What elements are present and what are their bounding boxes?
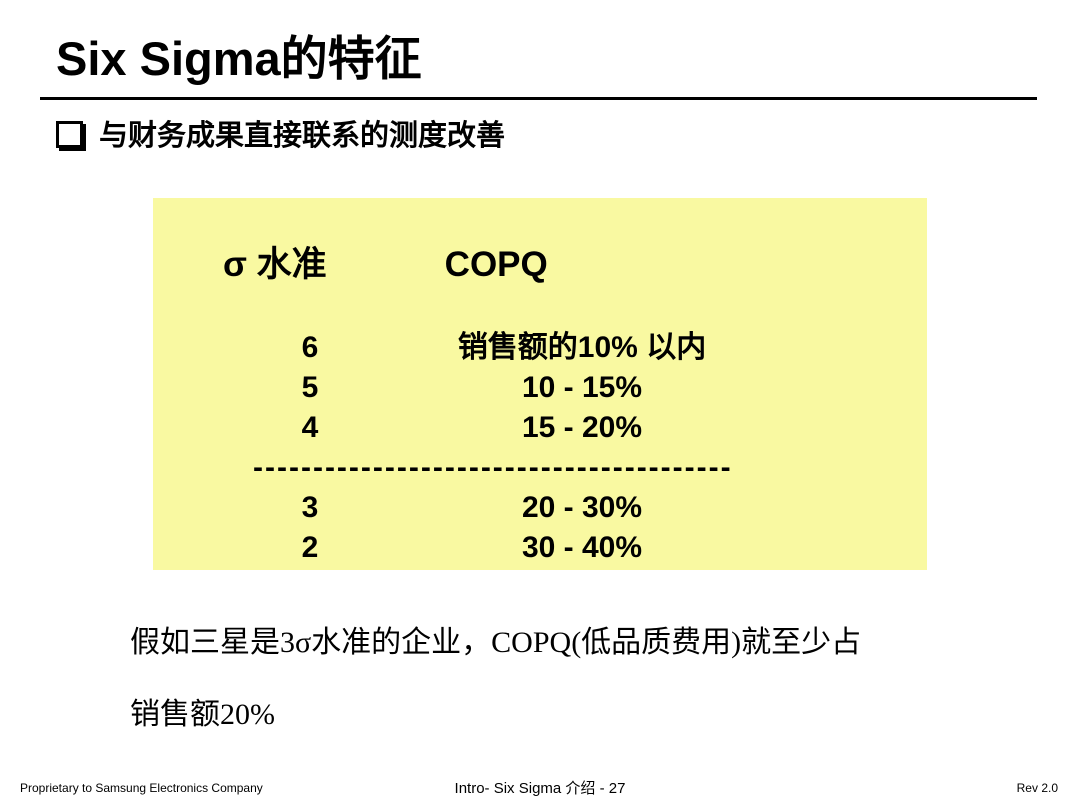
table-divider: ---------------------------------------- — [253, 451, 733, 484]
table-row: 6 销售额的10% 以内 — [153, 328, 927, 368]
sigma-level-header: σ 水准 — [223, 245, 327, 284]
footer-revision: Rev 2.0 — [1016, 781, 1058, 795]
table-row: 2 30 - 40% — [153, 528, 927, 568]
footer-slide-title: Intro- Six Sigma 介绍 - 27 — [454, 780, 626, 797]
bullet-label: 与财务成果直接联系的测度改善 — [99, 120, 506, 152]
copq-header: COPQ — [444, 245, 548, 284]
sigma-level-value: 5 — [301, 371, 319, 404]
sigma-level-value: 6 — [301, 331, 319, 364]
page-title: Six Sigma的特征 — [56, 32, 422, 85]
table-row: 3 20 - 30% — [153, 488, 927, 528]
sigma-level-value: 3 — [301, 491, 319, 524]
table-row: 4 15 - 20% — [153, 408, 927, 448]
copq-table-header: σ 水准 COPQ — [223, 236, 548, 287]
copq-value: 30 - 40% — [521, 531, 643, 564]
footer-proprietary: Proprietary to Samsung Electronics Compa… — [20, 781, 263, 795]
bullet-item: 与财务成果直接联系的测度改善 — [56, 112, 505, 154]
note-paragraph: 假如三星是3σ水准的企业，COPQ(低品质费用)就至少占 销售额20% — [130, 607, 861, 751]
copq-value: 20 - 30% — [521, 491, 643, 524]
copq-value: 销售额的10% 以内 — [457, 331, 707, 364]
copq-table-rows: 6 销售额的10% 以内 5 10 - 15% 4 15 - 20% -----… — [153, 328, 927, 568]
copq-value: 15 - 20% — [521, 411, 643, 444]
title-underline — [40, 97, 1037, 100]
copq-value: 10 - 15% — [521, 371, 643, 404]
square-bullet-icon — [56, 120, 83, 148]
copq-table: σ 水准 COPQ 6 销售额的10% 以内 5 10 - 15% 4 15 - … — [153, 198, 927, 570]
table-row: 5 10 - 15% — [153, 368, 927, 408]
sigma-level-value: 2 — [301, 531, 319, 564]
note-line-1: 假如三星是3σ水准的企业，COPQ(低品质费用)就至少占 — [130, 626, 862, 659]
note-line-2: 销售额20% — [130, 698, 275, 731]
sigma-level-value: 4 — [301, 411, 319, 444]
